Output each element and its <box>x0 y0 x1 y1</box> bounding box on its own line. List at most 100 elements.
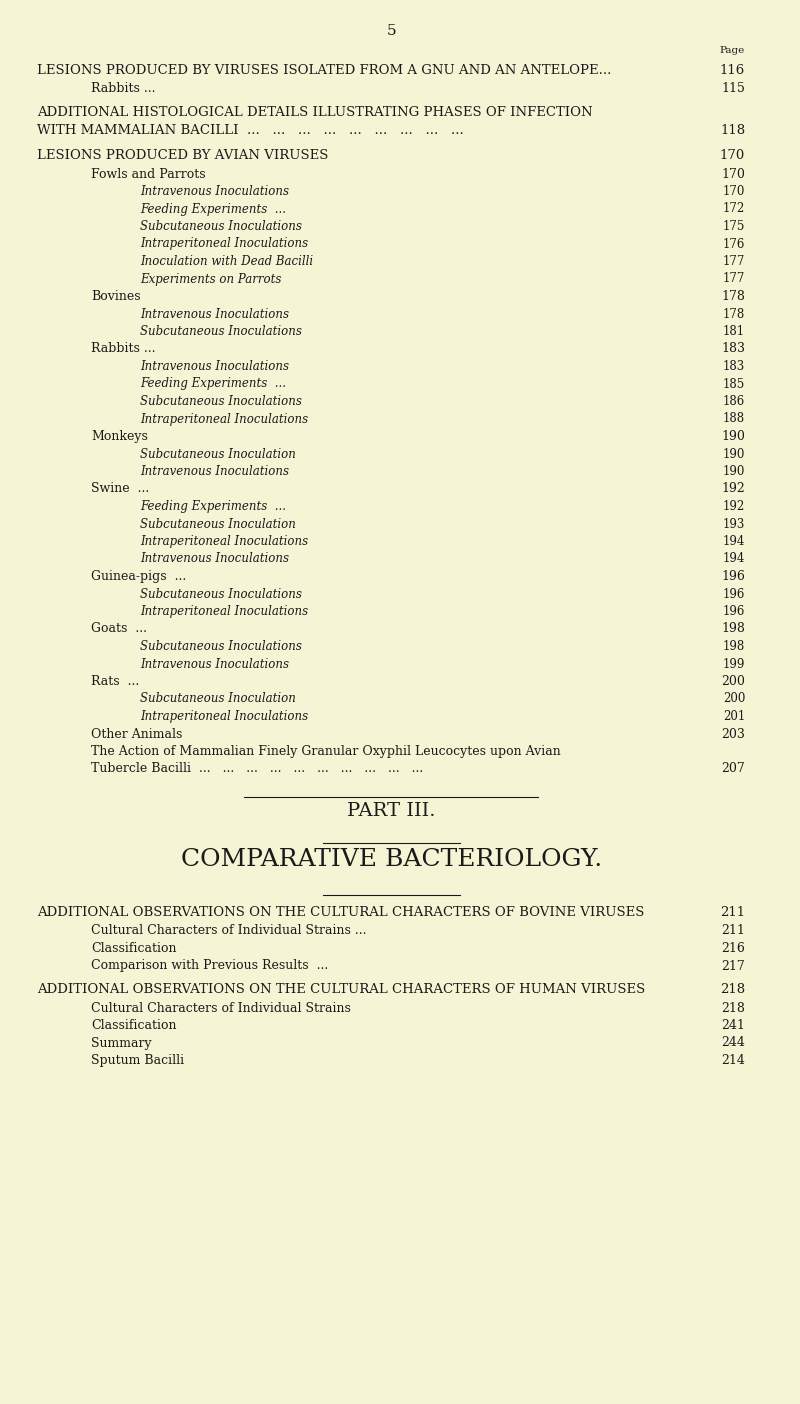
Text: Feeding Experiments  ...: Feeding Experiments ... <box>140 500 286 512</box>
Text: Intraperitoneal Inoculations: Intraperitoneal Inoculations <box>140 605 308 618</box>
Text: 214: 214 <box>722 1054 745 1067</box>
Text: 216: 216 <box>722 942 745 955</box>
Text: 181: 181 <box>723 324 745 338</box>
Text: Swine  ...: Swine ... <box>91 483 149 496</box>
Text: 188: 188 <box>723 413 745 425</box>
Text: 192: 192 <box>723 500 745 512</box>
Text: 211: 211 <box>722 924 745 938</box>
Text: Bovines: Bovines <box>91 291 141 303</box>
Text: Feeding Experiments  ...: Feeding Experiments ... <box>140 378 286 390</box>
Text: 241: 241 <box>722 1019 745 1032</box>
Text: Other Animals: Other Animals <box>91 727 182 740</box>
Text: Cultural Characters of Individual Strains: Cultural Characters of Individual Strain… <box>91 1001 351 1015</box>
Text: 192: 192 <box>722 483 745 496</box>
Text: Intravenous Inoculations: Intravenous Inoculations <box>140 307 289 320</box>
Text: 196: 196 <box>722 570 745 583</box>
Text: The Action of Mammalian Finely Granular Oxyphil Leucocytes upon Avian: The Action of Mammalian Finely Granular … <box>91 746 561 758</box>
Text: 193: 193 <box>722 518 745 531</box>
Text: Monkeys: Monkeys <box>91 430 148 444</box>
Text: 118: 118 <box>720 125 745 138</box>
Text: 170: 170 <box>722 185 745 198</box>
Text: 178: 178 <box>723 307 745 320</box>
Text: 201: 201 <box>723 710 745 723</box>
Text: Rabbits ...: Rabbits ... <box>91 83 155 95</box>
Text: 217: 217 <box>722 959 745 973</box>
Text: Page: Page <box>720 46 745 55</box>
Text: Comparison with Previous Results  ...: Comparison with Previous Results ... <box>91 959 328 973</box>
Text: 194: 194 <box>722 553 745 566</box>
Text: Subcutaneous Inoculations: Subcutaneous Inoculations <box>140 640 302 653</box>
Text: 207: 207 <box>722 762 745 775</box>
Text: 177: 177 <box>722 256 745 268</box>
Text: Intraperitoneal Inoculations: Intraperitoneal Inoculations <box>140 710 308 723</box>
Text: Subcutaneous Inoculations: Subcutaneous Inoculations <box>140 220 302 233</box>
Text: 218: 218 <box>722 1001 745 1015</box>
Text: 175: 175 <box>722 220 745 233</box>
Text: Summary: Summary <box>91 1036 151 1050</box>
Text: Inoculation with Dead Bacilli: Inoculation with Dead Bacilli <box>140 256 313 268</box>
Text: Intravenous Inoculations: Intravenous Inoculations <box>140 657 289 671</box>
Text: 116: 116 <box>720 65 745 77</box>
Text: COMPARATIVE BACTERIOLOGY.: COMPARATIVE BACTERIOLOGY. <box>181 848 602 870</box>
Text: Experiments on Parrots: Experiments on Parrots <box>140 272 282 285</box>
Text: LESIONS PRODUCED BY VIRUSES ISOLATED FROM A GNU AND AN ANTELOPE...: LESIONS PRODUCED BY VIRUSES ISOLATED FRO… <box>37 65 611 77</box>
Text: 115: 115 <box>722 83 745 95</box>
Text: 200: 200 <box>722 692 745 705</box>
Text: 203: 203 <box>722 727 745 740</box>
Text: LESIONS PRODUCED BY AVIAN VIRUSES: LESIONS PRODUCED BY AVIAN VIRUSES <box>37 149 329 161</box>
Text: Subcutaneous Inoculation: Subcutaneous Inoculation <box>140 448 296 461</box>
Text: Cultural Characters of Individual Strains ...: Cultural Characters of Individual Strain… <box>91 924 366 938</box>
Text: ADDITIONAL OBSERVATIONS ON THE CULTURAL CHARACTERS OF BOVINE VIRUSES: ADDITIONAL OBSERVATIONS ON THE CULTURAL … <box>37 906 645 920</box>
Text: 170: 170 <box>722 167 745 181</box>
Text: Intravenous Inoculations: Intravenous Inoculations <box>140 185 289 198</box>
Text: Intravenous Inoculations: Intravenous Inoculations <box>140 359 289 373</box>
Text: Subcutaneous Inoculations: Subcutaneous Inoculations <box>140 395 302 409</box>
Text: Subcutaneous Inoculation: Subcutaneous Inoculation <box>140 692 296 705</box>
Text: Intraperitoneal Inoculations: Intraperitoneal Inoculations <box>140 535 308 548</box>
Text: 172: 172 <box>723 202 745 215</box>
Text: ADDITIONAL OBSERVATIONS ON THE CULTURAL CHARACTERS OF HUMAN VIRUSES: ADDITIONAL OBSERVATIONS ON THE CULTURAL … <box>37 983 646 995</box>
Text: 177: 177 <box>722 272 745 285</box>
Text: 183: 183 <box>721 343 745 355</box>
Text: 196: 196 <box>722 605 745 618</box>
Text: 190: 190 <box>722 465 745 477</box>
Text: 178: 178 <box>722 291 745 303</box>
Text: 198: 198 <box>723 640 745 653</box>
Text: PART III.: PART III. <box>347 802 435 820</box>
Text: 196: 196 <box>722 587 745 601</box>
Text: WITH MAMMALIAN BACILLI  ...   ...   ...   ...   ...   ...   ...   ...   ...: WITH MAMMALIAN BACILLI ... ... ... ... .… <box>37 125 464 138</box>
Text: Sputum Bacilli: Sputum Bacilli <box>91 1054 184 1067</box>
Text: 194: 194 <box>722 535 745 548</box>
Text: Intravenous Inoculations: Intravenous Inoculations <box>140 465 289 477</box>
Text: Intraperitoneal Inoculations: Intraperitoneal Inoculations <box>140 413 308 425</box>
Text: 200: 200 <box>722 675 745 688</box>
Text: 190: 190 <box>722 448 745 461</box>
Text: 199: 199 <box>722 657 745 671</box>
Text: 244: 244 <box>722 1036 745 1050</box>
Text: Subcutaneous Inoculations: Subcutaneous Inoculations <box>140 587 302 601</box>
Text: 176: 176 <box>722 237 745 250</box>
Text: Guinea-pigs  ...: Guinea-pigs ... <box>91 570 186 583</box>
Text: Classification: Classification <box>91 1019 177 1032</box>
Text: Rabbits ...: Rabbits ... <box>91 343 155 355</box>
Text: 190: 190 <box>722 430 745 444</box>
Text: Rats  ...: Rats ... <box>91 675 139 688</box>
Text: Fowls and Parrots: Fowls and Parrots <box>91 167 206 181</box>
Text: Subcutaneous Inoculations: Subcutaneous Inoculations <box>140 324 302 338</box>
Text: Tubercle Bacilli  ...   ...   ...   ...   ...   ...   ...   ...   ...   ...: Tubercle Bacilli ... ... ... ... ... ...… <box>91 762 423 775</box>
Text: 170: 170 <box>720 149 745 161</box>
Text: 5: 5 <box>386 24 396 38</box>
Text: Subcutaneous Inoculation: Subcutaneous Inoculation <box>140 518 296 531</box>
Text: 185: 185 <box>723 378 745 390</box>
Text: Intraperitoneal Inoculations: Intraperitoneal Inoculations <box>140 237 308 250</box>
Text: Goats  ...: Goats ... <box>91 622 147 636</box>
Text: 211: 211 <box>720 906 745 920</box>
Text: Feeding Experiments  ...: Feeding Experiments ... <box>140 202 286 215</box>
Text: ADDITIONAL HISTOLOGICAL DETAILS ILLUSTRATING PHASES OF INFECTION: ADDITIONAL HISTOLOGICAL DETAILS ILLUSTRA… <box>37 105 593 119</box>
Text: 183: 183 <box>723 359 745 373</box>
Text: 218: 218 <box>720 983 745 995</box>
Text: Intravenous Inoculations: Intravenous Inoculations <box>140 553 289 566</box>
Text: 186: 186 <box>723 395 745 409</box>
Text: Classification: Classification <box>91 942 177 955</box>
Text: 198: 198 <box>722 622 745 636</box>
